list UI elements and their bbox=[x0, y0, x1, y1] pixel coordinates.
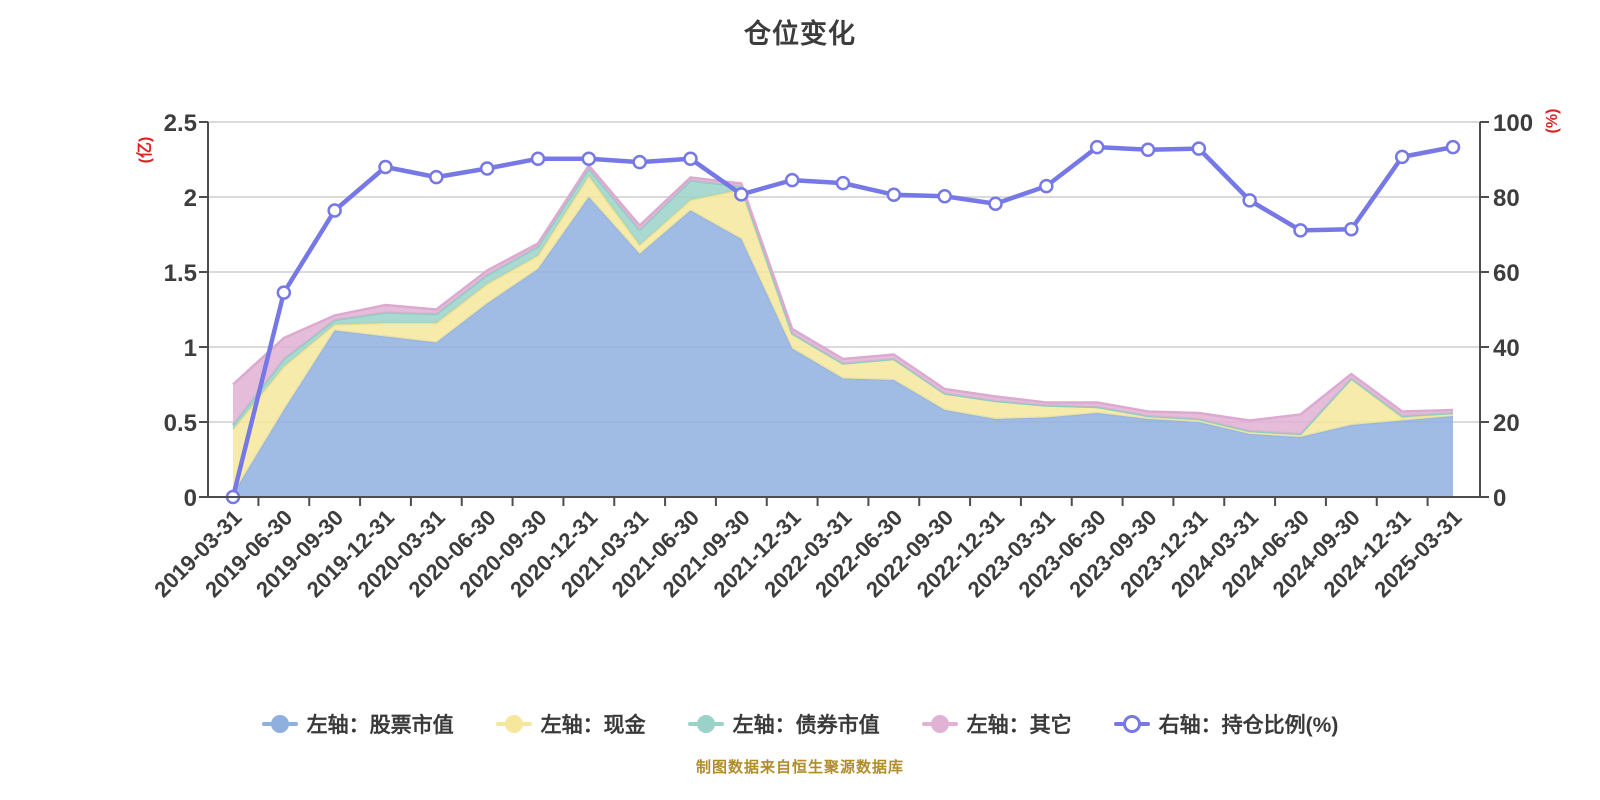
svg-text:60: 60 bbox=[1493, 260, 1520, 287]
axes bbox=[199, 121, 1489, 506]
line-marker bbox=[1394, 149, 1410, 165]
stacked-areas bbox=[231, 164, 1454, 497]
line-marker bbox=[378, 159, 393, 175]
legend-label: 左轴：债券市值 bbox=[732, 714, 880, 737]
svg-text:2: 2 bbox=[184, 185, 197, 212]
line-series-marker-icon bbox=[1113, 715, 1150, 733]
line-marker bbox=[1089, 139, 1105, 155]
legend-label: 右轴：持仓比例(%) bbox=[1158, 714, 1339, 737]
svg-text:0.5: 0.5 bbox=[164, 410, 197, 437]
area-series-marker-icon bbox=[495, 715, 532, 733]
line-marker bbox=[1344, 222, 1359, 237]
svg-text:20: 20 bbox=[1493, 410, 1520, 437]
line-marker bbox=[1140, 142, 1156, 157]
line-marker bbox=[1039, 178, 1054, 194]
line-marker bbox=[276, 285, 292, 300]
line-marker bbox=[479, 161, 495, 176]
area-band-0 bbox=[233, 197, 1453, 497]
chart-title: 仓位变化 bbox=[744, 19, 856, 49]
legend-item-4[interactable]: 右轴：持仓比例(%) bbox=[1113, 709, 1339, 739]
line-marker bbox=[581, 151, 597, 166]
chart-legend: 左轴：股票市值 左轴：现金 左轴：债券市值 左轴：其它 右轴：持仓比例(%) bbox=[0, 701, 1600, 747]
svg-text:100: 100 bbox=[1493, 110, 1533, 137]
line-marker bbox=[886, 187, 902, 202]
line-marker bbox=[327, 203, 342, 218]
line-marker bbox=[429, 169, 444, 185]
area-series-marker-icon bbox=[261, 715, 298, 733]
line-marker bbox=[1191, 141, 1207, 156]
svg-text:40: 40 bbox=[1493, 335, 1520, 362]
line-marker bbox=[683, 151, 698, 166]
line-marker bbox=[1242, 193, 1257, 208]
line-marker bbox=[937, 189, 952, 204]
area-series-marker-icon bbox=[687, 715, 724, 733]
svg-text:0: 0 bbox=[184, 485, 197, 512]
legend-label: 左轴：股票市值 bbox=[306, 714, 454, 737]
legend-item-0[interactable]: 左轴：股票市值 bbox=[261, 709, 454, 739]
legend-label: 左轴：现金 bbox=[540, 714, 646, 737]
svg-text:2.5: 2.5 bbox=[164, 110, 197, 137]
line-marker bbox=[1293, 223, 1308, 238]
line-marker bbox=[1445, 139, 1461, 155]
line-marker bbox=[988, 196, 1003, 211]
legend-item-1[interactable]: 左轴：现金 bbox=[495, 709, 646, 739]
legend-item-2[interactable]: 左轴：债券市值 bbox=[687, 709, 880, 739]
left-axis-unit-label: (亿) bbox=[135, 137, 154, 164]
svg-text:1: 1 bbox=[184, 335, 197, 362]
svg-text:0: 0 bbox=[1493, 485, 1506, 512]
line-marker bbox=[784, 172, 800, 188]
right-axis-unit-label: (%) bbox=[1544, 109, 1561, 134]
svg-text:1.5: 1.5 bbox=[164, 260, 197, 287]
line-marker bbox=[632, 154, 647, 170]
line-marker bbox=[530, 151, 546, 166]
area-series-marker-icon bbox=[921, 715, 958, 733]
line-marker bbox=[835, 175, 851, 191]
line-marker bbox=[734, 187, 749, 202]
legend-item-3[interactable]: 左轴：其它 bbox=[921, 709, 1072, 739]
data-source-caption: 制图数据来自恒生聚源数据库 bbox=[695, 759, 904, 776]
svg-text:80: 80 bbox=[1493, 185, 1520, 212]
legend-label: 左轴：其它 bbox=[966, 714, 1072, 737]
